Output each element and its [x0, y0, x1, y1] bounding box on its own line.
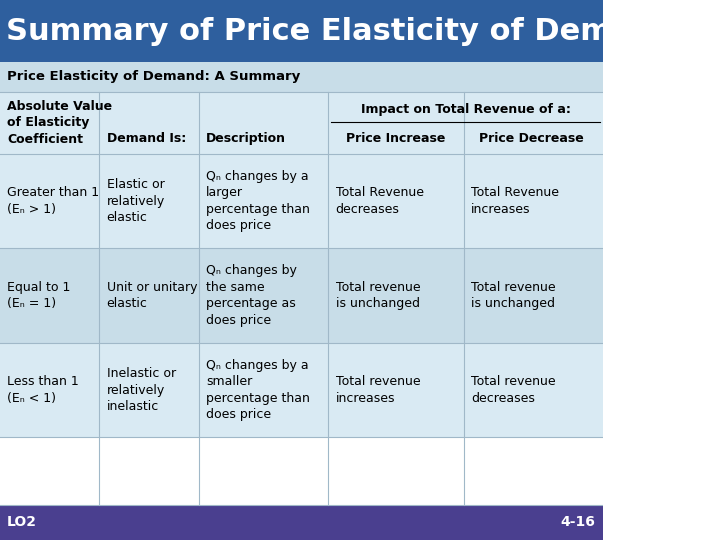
- Text: LO2: LO2: [7, 516, 37, 529]
- Text: Unit or unitary
elastic: Unit or unitary elastic: [107, 281, 197, 310]
- Text: Total revenue
is unchanged: Total revenue is unchanged: [336, 281, 420, 310]
- Text: Price Decrease: Price Decrease: [480, 132, 584, 145]
- Text: Price Elasticity of Demand: A Summary: Price Elasticity of Demand: A Summary: [7, 70, 300, 84]
- Bar: [0, 505, 603, 540]
- Text: Equal to 1
(Eₙ = 1): Equal to 1 (Eₙ = 1): [7, 281, 71, 310]
- Bar: [0, 92, 603, 154]
- Text: Less than 1
(Eₙ < 1): Less than 1 (Eₙ < 1): [7, 375, 79, 405]
- Text: Summary of Price Elasticity of Demand: Summary of Price Elasticity of Demand: [6, 17, 676, 45]
- Bar: [0, 154, 603, 248]
- Text: 4-16: 4-16: [560, 516, 595, 529]
- Text: Description: Description: [206, 132, 286, 145]
- Text: Demand Is:: Demand Is:: [107, 132, 186, 145]
- Text: Total revenue
is unchanged: Total revenue is unchanged: [471, 281, 556, 310]
- Bar: [0, 62, 603, 92]
- Text: Total revenue
decreases: Total revenue decreases: [471, 375, 556, 405]
- Text: Total Revenue
decreases: Total Revenue decreases: [336, 186, 423, 216]
- Text: Impact on Total Revenue of a:: Impact on Total Revenue of a:: [361, 103, 570, 116]
- Text: Absolute Value
of Elasticity
Coefficient: Absolute Value of Elasticity Coefficient: [7, 100, 112, 146]
- Bar: [0, 248, 603, 343]
- Text: Qₙ changes by a
larger
percentage than
does price: Qₙ changes by a larger percentage than d…: [206, 170, 310, 232]
- Bar: [0, 343, 603, 437]
- Text: Qₙ changes by
the same
percentage as
does price: Qₙ changes by the same percentage as doe…: [206, 265, 297, 327]
- Text: Elastic or
relatively
elastic: Elastic or relatively elastic: [107, 178, 165, 224]
- Text: Greater than 1
(Eₙ > 1): Greater than 1 (Eₙ > 1): [7, 186, 99, 216]
- Text: Qₙ changes by a
smaller
percentage than
does price: Qₙ changes by a smaller percentage than …: [206, 359, 310, 421]
- Text: Inelastic or
relatively
inelastic: Inelastic or relatively inelastic: [107, 367, 176, 413]
- Bar: [0, 0, 603, 62]
- Text: Total revenue
increases: Total revenue increases: [336, 375, 420, 405]
- Text: Price Increase: Price Increase: [346, 132, 446, 145]
- Text: Total Revenue
increases: Total Revenue increases: [471, 186, 559, 216]
